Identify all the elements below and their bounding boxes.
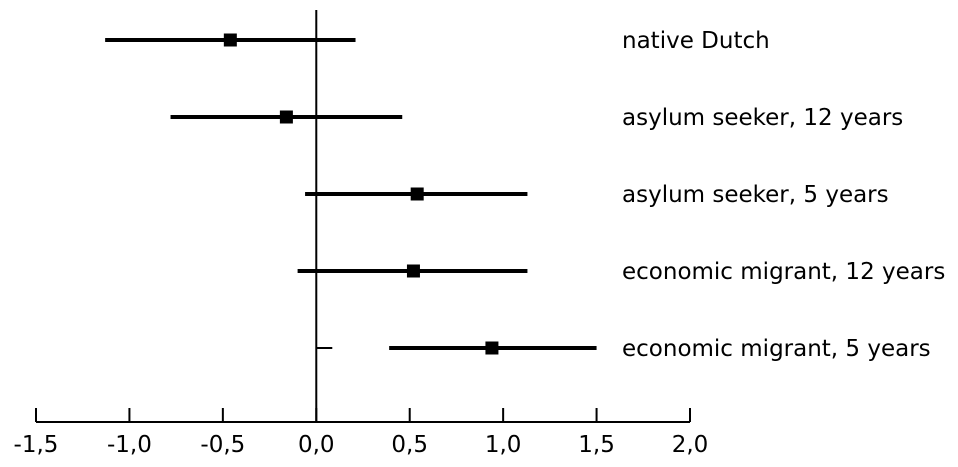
- x-axis: -1,5 -1,0 -0,5 0,0 0,5 1,0 1,5 2,0: [14, 408, 709, 458]
- forest-row: economic migrant, 5 years: [389, 336, 931, 362]
- row-label: native Dutch: [622, 28, 770, 54]
- x-tick-label: -1,0: [107, 432, 152, 458]
- x-tick-label: 1,5: [578, 432, 615, 458]
- row-label: economic migrant, 5 years: [622, 336, 931, 362]
- x-tick-label: -0,5: [200, 432, 245, 458]
- point-estimate: [410, 187, 424, 201]
- x-tick-label: 1,0: [485, 432, 522, 458]
- row-label: asylum seeker, 12 years: [622, 105, 903, 131]
- x-tick-label: -1,5: [14, 432, 59, 458]
- forest-row: native Dutch: [105, 28, 770, 54]
- x-tick-label: 0,5: [391, 432, 428, 458]
- point-estimate: [279, 110, 293, 124]
- point-estimate: [485, 341, 499, 355]
- row-label: asylum seeker, 5 years: [622, 182, 889, 208]
- point-estimate: [406, 264, 420, 278]
- row-label: economic migrant, 12 years: [622, 259, 945, 285]
- forest-row: economic migrant, 12 years: [297, 259, 945, 285]
- forest-row: asylum seeker, 12 years: [170, 105, 903, 131]
- x-tick-label: 2,0: [672, 432, 709, 458]
- point-estimate: [223, 33, 237, 47]
- rows-layer: native Dutch asylum seeker, 12 years asylu…: [105, 10, 945, 422]
- x-tick-label: 0,0: [298, 432, 335, 458]
- forest-row: asylum seeker, 5 years: [305, 182, 889, 208]
